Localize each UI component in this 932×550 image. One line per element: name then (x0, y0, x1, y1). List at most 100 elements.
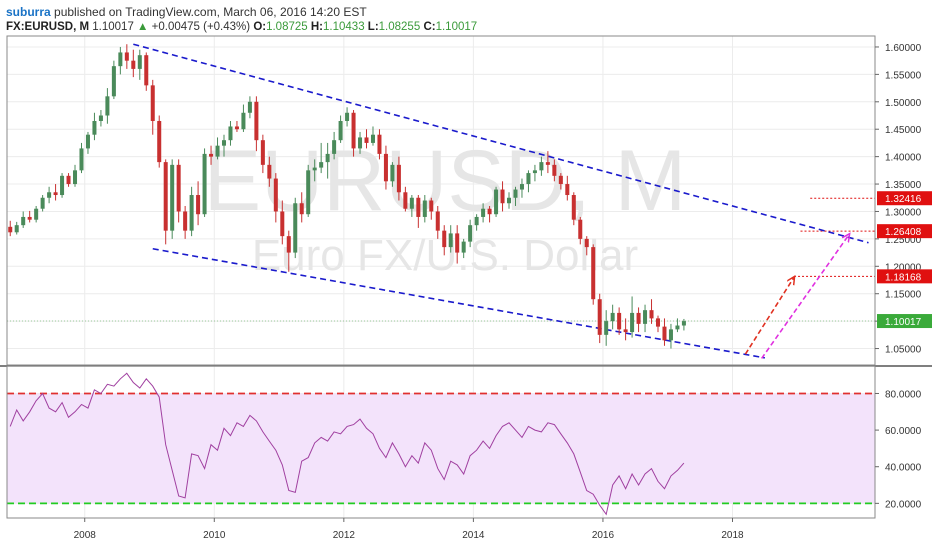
candle-body (403, 192, 408, 209)
candle-body (662, 326, 667, 341)
rsi-tick-label: 60.0000 (885, 426, 922, 437)
candle-body (364, 137, 369, 143)
symbol-label[interactable]: FX:EURUSD, M (6, 21, 90, 33)
candle-body (325, 153, 330, 163)
candle-body (565, 184, 570, 196)
candle-body (293, 203, 298, 253)
candle-body (34, 208, 39, 220)
candle-body (396, 164, 401, 193)
y-tick-label: 1.50000 (885, 98, 922, 109)
candle-body (455, 233, 460, 253)
candle-body (668, 329, 673, 341)
candle-body (176, 164, 181, 212)
candle-body (584, 238, 589, 248)
x-tick-label: 2016 (592, 530, 615, 541)
channel-upper-line (133, 43, 869, 244)
candle-body (558, 175, 563, 185)
candle-body (312, 167, 317, 171)
price-tag (877, 224, 932, 239)
candle-body (383, 153, 388, 182)
candle-body (571, 195, 576, 220)
channel-lower-line (152, 247, 766, 359)
candle-body (150, 85, 155, 121)
rsi-tick-label: 80.0000 (885, 389, 922, 400)
candle-body (370, 134, 375, 143)
candle-body (137, 55, 142, 69)
candle-body (507, 197, 512, 204)
candle-body (519, 184, 524, 190)
candle-body (85, 134, 90, 149)
candle-body (494, 189, 499, 215)
candle-body (358, 137, 363, 149)
candle-body (228, 126, 233, 141)
y-tick-label: 1.20000 (885, 262, 922, 273)
price-tag-label: 1.18168 (885, 272, 922, 283)
candle-body (163, 162, 168, 231)
candle-body (53, 192, 58, 196)
time-axis[interactable]: 2008 2010 2012 2014 2016 2018 (74, 518, 744, 541)
symbol-info: FX:EURUSD, M 1.10017 ▲ +0.00475 (+0.43%)… (6, 21, 477, 33)
y-tick-label: 1.25000 (885, 235, 922, 246)
rsi-tick-label: 40.0000 (885, 463, 922, 474)
candle-body (47, 192, 52, 198)
rsi-band (7, 393, 875, 504)
forecast-arrows (744, 234, 849, 359)
candle-body (144, 55, 149, 86)
high-label: H: (310, 21, 324, 33)
candle-body (390, 164, 395, 182)
candle-body (429, 200, 434, 212)
candle-body (604, 321, 609, 335)
x-tick-label: 2010 (203, 530, 226, 541)
candle-body (409, 197, 414, 209)
candle-body (27, 216, 32, 220)
candle-body (131, 60, 136, 69)
chart-frame (0, 35, 932, 519)
y-tick-label: 1.30000 (885, 207, 922, 218)
candle-body (552, 164, 557, 176)
candle-body (40, 197, 45, 209)
candle-body (105, 96, 110, 116)
candle-body (643, 310, 648, 324)
candle-body (21, 216, 26, 226)
candle-body (273, 178, 278, 212)
candle-body (286, 236, 291, 253)
candle-body (209, 153, 214, 157)
candle-body (338, 120, 343, 141)
rsi-axis[interactable]: 80.0000 60.0000 40.0000 20.0000 (875, 389, 922, 510)
trend-channel (133, 43, 869, 359)
y-tick-label: 1.60000 (885, 43, 922, 54)
candle-body (532, 170, 537, 174)
forecast-red-arrow (744, 277, 794, 355)
x-tick-label: 2012 (333, 530, 356, 541)
candle-body (526, 173, 531, 185)
author-name[interactable]: suburra (6, 5, 51, 19)
candle-body (118, 52, 123, 67)
chart-header: suburra published on TradingView.com, Ma… (6, 1, 926, 35)
candle-body (306, 170, 311, 215)
price-pane-border (6, 35, 876, 366)
y-tick-label: 1.05000 (885, 345, 922, 356)
candle-body (111, 66, 116, 97)
candle-body (60, 175, 65, 196)
candle-body (221, 140, 227, 146)
rsi-panel (7, 372, 875, 516)
last-price-tag-label: 1.10017 (885, 317, 922, 328)
candle-body (254, 101, 259, 141)
candle-body (66, 175, 71, 185)
candle-body (189, 195, 194, 231)
low-label: L: (367, 21, 379, 33)
candle-body (422, 200, 427, 217)
y-tick-label: 1.35000 (885, 180, 922, 191)
last-price-tag (877, 314, 932, 329)
y-tick-label: 1.55000 (885, 70, 922, 81)
price-tags: 1.32416 1.26408 1.18168 1.10017 (877, 191, 932, 329)
up-arrow-icon: ▲ (137, 21, 149, 33)
low-value: 1.08255 (378, 21, 421, 33)
candle-body (183, 211, 188, 231)
price-tag (877, 191, 932, 206)
price-tag-label: 1.32416 (885, 194, 922, 205)
candle-body (332, 140, 337, 154)
close-label: C: (423, 21, 436, 33)
